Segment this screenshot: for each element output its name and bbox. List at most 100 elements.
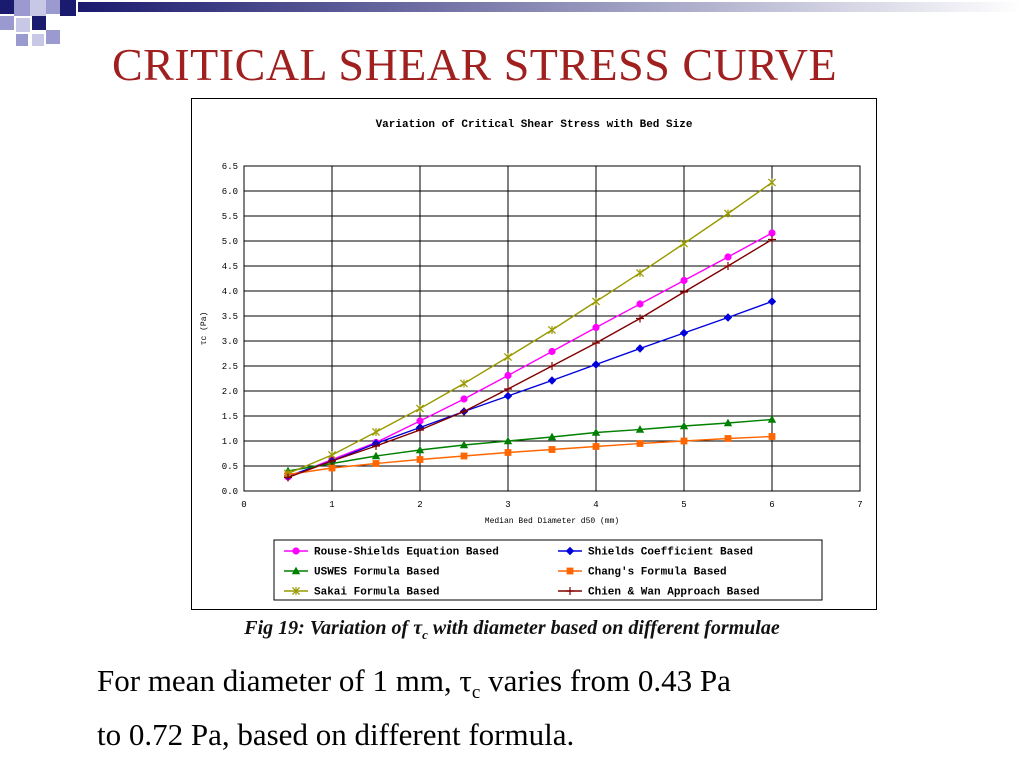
data-point xyxy=(768,235,776,244)
legend-label: USWES Formula Based xyxy=(314,567,439,579)
y-tick-label: 1.0 xyxy=(222,437,238,447)
data-point xyxy=(768,229,776,237)
data-point xyxy=(547,432,557,441)
series-line xyxy=(287,181,773,475)
y-tick-label: 4.0 xyxy=(222,287,238,297)
decor-square xyxy=(46,30,60,44)
y-tick-label: 0.0 xyxy=(222,487,238,497)
x-tick-label: 2 xyxy=(417,500,422,510)
decor-square xyxy=(16,34,28,46)
x-tick-label: 7 xyxy=(857,500,862,510)
data-point xyxy=(592,339,600,347)
plot-area-border xyxy=(243,165,861,492)
data-point xyxy=(503,352,513,362)
series-4 xyxy=(283,178,777,478)
slide-title: CRITICAL SHEAR STRESS CURVE xyxy=(112,39,838,90)
data-point xyxy=(416,426,424,434)
data-point xyxy=(592,323,600,332)
figure-caption: Fig 19: Variation of τc with diameter ba… xyxy=(0,617,1024,643)
data-point xyxy=(679,328,689,338)
series-line xyxy=(287,238,773,479)
data-point xyxy=(566,587,574,595)
data-point xyxy=(371,451,381,460)
y-tick-label: 6.0 xyxy=(222,187,238,197)
data-point xyxy=(372,442,380,450)
body-text: For mean diameter of 1 mm, τc varies fro… xyxy=(97,660,997,756)
data-point xyxy=(504,449,512,456)
y-tick-label: 3.5 xyxy=(222,312,238,322)
data-point xyxy=(503,436,513,445)
data-point xyxy=(291,566,301,575)
data-point xyxy=(635,344,645,353)
data-point xyxy=(548,446,556,453)
x-tick-label: 1 xyxy=(329,500,334,510)
body-line-1-suffix: varies from 0.43 Pa xyxy=(480,663,731,698)
legend-item: USWES Formula Based xyxy=(284,567,439,579)
y-tick-label: 4.5 xyxy=(222,262,238,272)
data-point xyxy=(592,443,600,450)
data-point xyxy=(724,262,732,270)
legend-label: Shields Coefficient Based xyxy=(588,547,753,559)
body-line-1-prefix: For mean diameter of 1 mm, τ xyxy=(97,663,472,698)
body-line-1: For mean diameter of 1 mm, τc varies fro… xyxy=(97,660,997,714)
data-point xyxy=(548,347,556,356)
x-tick-label: 4 xyxy=(593,500,598,510)
series-3 xyxy=(284,433,776,478)
legend-item: Chien & Wan Approach Based xyxy=(558,587,760,599)
data-point xyxy=(565,546,575,556)
y-tick-label: 3.0 xyxy=(222,337,238,347)
legend-item: Rouse-Shields Equation Based xyxy=(284,547,499,559)
decor-square xyxy=(60,0,76,16)
body-line-1-sub: c xyxy=(471,682,481,704)
data-point xyxy=(591,360,601,369)
data-point xyxy=(768,433,776,440)
legend-label: Chien & Wan Approach Based xyxy=(588,587,760,599)
y-tick-label: 0.5 xyxy=(222,462,238,472)
data-point xyxy=(591,428,601,436)
data-point xyxy=(371,427,381,437)
decor-square xyxy=(32,34,44,46)
decor-square xyxy=(16,18,30,32)
decor-square xyxy=(32,16,46,30)
series-line xyxy=(287,435,773,476)
caption-suffix: with diameter based on different formula… xyxy=(427,617,780,639)
data-point xyxy=(415,404,425,413)
data-point xyxy=(284,473,292,482)
data-point xyxy=(723,209,733,218)
legend-label: Sakai Formula Based xyxy=(314,587,439,599)
data-point xyxy=(460,395,468,403)
data-point xyxy=(636,314,644,323)
data-point xyxy=(724,435,732,442)
data-point xyxy=(636,440,644,447)
decor-square xyxy=(46,0,60,14)
legend-box xyxy=(273,539,823,601)
decor-bar xyxy=(78,2,1022,12)
data-point xyxy=(679,421,689,430)
series-5 xyxy=(284,235,776,482)
body-line-2: to 0.72 Pa, based on different formula. xyxy=(97,717,575,753)
y-tick-label: 2.5 xyxy=(222,362,238,372)
data-point xyxy=(767,415,777,423)
data-point xyxy=(328,457,336,465)
legend-label: Rouse-Shields Equation Based xyxy=(314,547,499,559)
data-point xyxy=(636,300,644,308)
data-point xyxy=(635,268,645,278)
data-point xyxy=(503,391,513,401)
series-2 xyxy=(283,415,777,475)
data-point xyxy=(291,586,301,596)
y-tick-label: 6.5 xyxy=(222,162,238,172)
decor-square xyxy=(0,16,14,30)
series-line xyxy=(287,418,773,472)
x-tick-label: 5 xyxy=(681,500,686,510)
data-point xyxy=(459,440,469,449)
data-point xyxy=(372,460,380,467)
x-tick-label: 3 xyxy=(505,500,510,510)
data-point xyxy=(680,288,688,296)
series-0 xyxy=(284,229,776,481)
decor-square xyxy=(30,0,46,16)
data-point xyxy=(566,567,574,575)
caption-sub: c xyxy=(422,627,428,642)
chart-container: Variation of Critical Shear Stress with … xyxy=(191,98,877,610)
line-chart: Variation of Critical Shear Stress with … xyxy=(200,119,863,601)
y-axis-label: τc (Pa) xyxy=(200,312,209,346)
